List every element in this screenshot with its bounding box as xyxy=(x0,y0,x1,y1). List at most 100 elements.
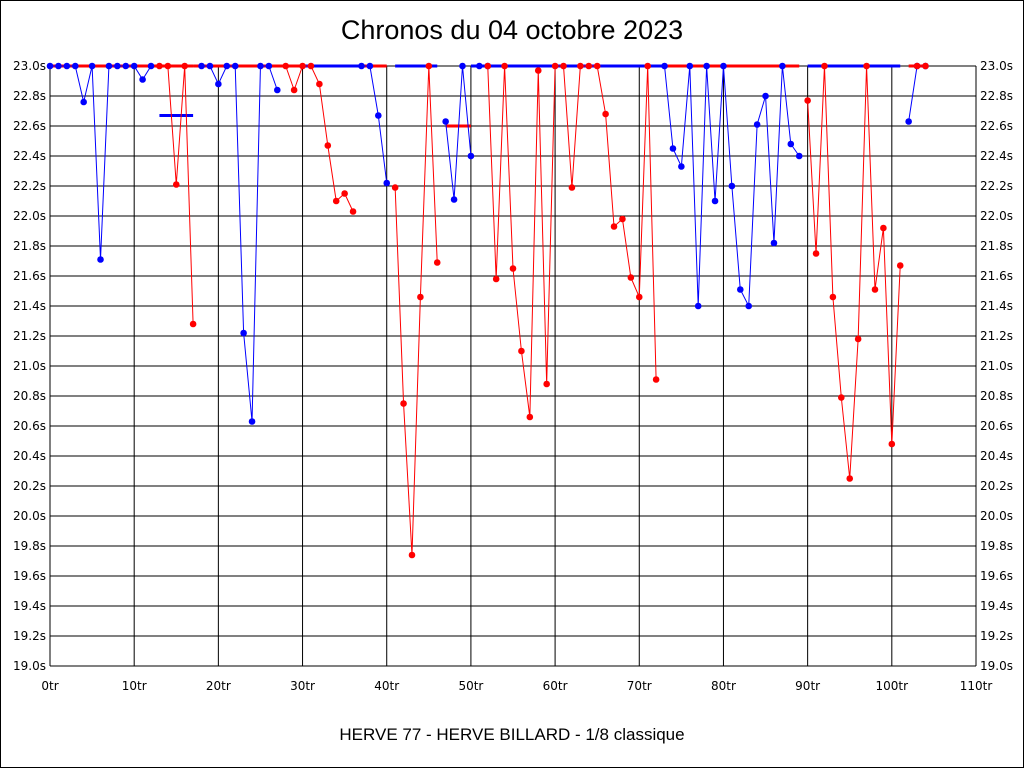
data-point xyxy=(476,62,483,70)
data-point xyxy=(863,62,870,70)
data-point xyxy=(366,62,374,70)
data-point xyxy=(181,62,188,70)
y-tick-label-left: 23.0s xyxy=(13,59,46,73)
series-line xyxy=(159,65,194,325)
data-point xyxy=(139,76,146,83)
data-point xyxy=(198,62,205,70)
y-tick-label-left: 22.8s xyxy=(13,89,46,103)
data-point xyxy=(762,92,769,100)
y-tick-label-left: 21.4s xyxy=(13,299,46,313)
data-point xyxy=(257,62,264,70)
data-point xyxy=(114,62,121,70)
data-point xyxy=(838,394,845,401)
data-point xyxy=(492,275,500,283)
series-line xyxy=(445,65,472,200)
data-point xyxy=(888,440,896,448)
data-point xyxy=(560,62,567,70)
data-point xyxy=(787,140,795,148)
data-point xyxy=(122,62,130,70)
data-point xyxy=(922,62,929,70)
data-point xyxy=(332,197,340,205)
data-point xyxy=(240,329,247,337)
y-tick-label-right: 23.0s xyxy=(980,59,1013,73)
data-point xyxy=(678,163,685,170)
x-tick-label: 60tr xyxy=(543,679,568,693)
y-tick-label-right: 21.2s xyxy=(980,329,1013,343)
series-line xyxy=(908,65,926,122)
y-tick-label-left: 21.2s xyxy=(13,329,46,343)
data-point xyxy=(172,181,180,188)
y-tick-label-right: 19.0s xyxy=(980,659,1013,673)
data-point xyxy=(526,413,534,421)
data-point xyxy=(635,293,643,301)
y-tick-label-left: 22.6s xyxy=(13,119,46,133)
y-tick-label-right: 22.2s xyxy=(980,179,1013,193)
data-point xyxy=(543,380,550,388)
data-point xyxy=(46,62,54,70)
y-tick-label-left: 20.6s xyxy=(13,419,46,433)
x-tick-label: 80tr xyxy=(711,679,736,693)
data-point xyxy=(619,215,626,223)
y-tick-label-right: 19.8s xyxy=(980,539,1013,553)
data-point xyxy=(821,62,828,70)
data-point xyxy=(568,184,576,191)
x-tick-label: 110tr xyxy=(960,679,993,693)
data-point xyxy=(905,118,912,125)
data-point xyxy=(627,274,635,281)
y-tick-label-left: 22.4s xyxy=(13,149,46,163)
chart-subtitle: HERVE 77 - HERVE BILLARD - 1/8 classique xyxy=(339,725,685,744)
data-point xyxy=(804,97,811,104)
x-tick-label: 30tr xyxy=(290,679,315,693)
data-point xyxy=(585,62,593,70)
data-point xyxy=(290,86,298,94)
data-point xyxy=(913,62,921,70)
y-tick-label-left: 19.4s xyxy=(13,599,46,613)
data-point xyxy=(71,62,79,70)
data-point xyxy=(880,224,887,232)
data-point xyxy=(383,179,391,187)
series-line xyxy=(50,65,152,260)
chart-title: Chronos du 04 octobre 2023 xyxy=(340,15,684,45)
y-tick-label-right: 21.4s xyxy=(980,299,1013,313)
data-point xyxy=(753,121,761,128)
data-point xyxy=(375,112,382,119)
y-tick-label-right: 20.2s xyxy=(980,479,1013,493)
data-point xyxy=(484,62,492,70)
data-point xyxy=(316,80,323,88)
data-point xyxy=(593,62,601,70)
data-point xyxy=(164,62,172,70)
data-point xyxy=(417,293,424,301)
y-tick-label-left: 21.8s xyxy=(13,239,46,253)
data-point xyxy=(391,184,399,191)
data-point xyxy=(703,62,710,70)
y-tick-label-right: 22.0s xyxy=(980,209,1013,223)
data-point xyxy=(501,62,508,70)
data-point xyxy=(896,262,904,269)
data-point xyxy=(248,418,256,425)
y-tick-label-right: 19.4s xyxy=(980,599,1013,613)
data-point xyxy=(551,62,559,70)
data-point xyxy=(602,110,609,118)
data-point xyxy=(467,152,475,160)
data-point xyxy=(147,62,155,70)
data-point xyxy=(63,62,71,70)
y-tick-label-left: 21.0s xyxy=(13,359,46,373)
y-tick-label-left: 20.2s xyxy=(13,479,46,493)
data-point xyxy=(610,223,618,230)
x-tick-label: 20tr xyxy=(206,679,231,693)
data-point xyxy=(189,320,197,328)
y-tick-label-left: 20.0s xyxy=(13,509,46,523)
x-tick-label: 40tr xyxy=(374,679,399,693)
data-point xyxy=(349,208,357,215)
y-tick-label-right: 21.0s xyxy=(980,359,1013,373)
series-line xyxy=(807,65,901,479)
y-tick-label-right: 20.0s xyxy=(980,509,1013,523)
data-point xyxy=(400,400,407,407)
y-tick-label-left: 19.6s xyxy=(13,569,46,583)
data-point xyxy=(720,62,727,70)
y-tick-label-left: 20.8s xyxy=(13,389,46,403)
data-point xyxy=(711,197,719,205)
y-tick-label-left: 19.0s xyxy=(13,659,46,673)
